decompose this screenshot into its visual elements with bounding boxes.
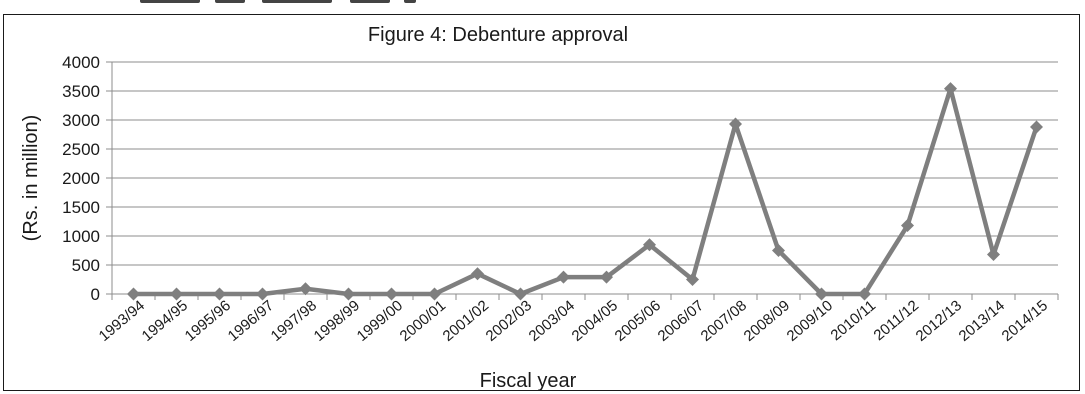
data-point-marker (213, 287, 226, 301)
y-tick-label: 3500 (62, 82, 100, 101)
x-tick-label: 1994/95 (139, 297, 191, 345)
y-tick-label: 1000 (62, 227, 100, 246)
x-tick-label: 2007/08 (698, 297, 750, 345)
x-tick-label: 2012/13 (913, 297, 965, 345)
data-point-marker (815, 287, 828, 301)
data-point-marker (987, 248, 1000, 262)
data-point-marker (342, 287, 355, 301)
data-point-marker (385, 287, 398, 301)
data-point-marker (471, 267, 484, 281)
x-tick-label: 2000/01 (397, 297, 449, 345)
data-point-marker (428, 287, 441, 301)
x-tick-label: 2014/15 (999, 297, 1051, 345)
x-axis-title: Fiscal year (480, 370, 577, 392)
series-line (131, 86, 1039, 297)
data-point-marker (299, 282, 312, 296)
x-axis-ticks: 1993/941994/951995/961996/971997/981998/… (96, 297, 1051, 345)
data-point-marker (901, 219, 914, 233)
x-tick-label: 2006/07 (655, 297, 707, 345)
x-tick-label: 1998/99 (311, 297, 363, 345)
y-tick-label: 3000 (62, 111, 100, 130)
series-group (127, 82, 1043, 301)
x-tick-label: 2005/06 (612, 297, 664, 345)
y-tick-label: 1500 (62, 198, 100, 217)
data-point-marker (514, 287, 527, 301)
x-axis (111, 62, 1059, 300)
x-tick-label: 1993/94 (96, 297, 148, 345)
data-point-marker (170, 287, 183, 301)
x-tick-label: 2008/09 (741, 297, 793, 345)
cropped-top-edge (0, 0, 1085, 6)
gridlines (106, 61, 1058, 295)
chart-title: Figure 4: Debenture approval (368, 24, 628, 46)
y-tick-label: 2500 (62, 140, 100, 159)
x-tick-label: 2009/10 (784, 297, 836, 345)
chart-frame (3, 14, 1080, 391)
x-tick-label: 2004/05 (569, 297, 621, 345)
y-tick-label: 500 (72, 256, 100, 275)
data-point-marker (557, 270, 570, 284)
x-tick-label: 2010/11 (827, 297, 879, 344)
y-axis-ticks: 0 500 1000 1500 2000 2500 3000 3500 4000 (62, 53, 100, 304)
x-tick-label: 2011/12 (870, 297, 922, 344)
x-tick-label: 1995/96 (182, 297, 234, 345)
x-tick-label: 1999/00 (354, 297, 406, 345)
data-point-marker (729, 117, 742, 131)
data-point-marker (858, 287, 871, 301)
data-point-marker (944, 82, 957, 96)
x-tick-label: 1996/97 (225, 297, 277, 345)
data-point-marker (600, 270, 613, 284)
y-tick-label: 0 (91, 285, 100, 304)
data-point-marker (1030, 120, 1043, 134)
x-tick-label: 2001/02 (440, 297, 492, 345)
data-point-marker (256, 287, 269, 301)
x-tick-label: 2013/14 (956, 297, 1008, 345)
x-tick-label: 2003/04 (526, 297, 578, 345)
x-tick-label: 2002/03 (483, 297, 535, 345)
data-point-marker (772, 244, 785, 257)
y-tick-label: 2000 (62, 169, 100, 188)
data-point-marker (686, 273, 699, 286)
data-point-marker (643, 238, 656, 252)
y-axis-title: (Rs. in million) (20, 115, 42, 242)
y-tick-label: 4000 (62, 53, 100, 72)
data-point-marker (127, 287, 140, 301)
x-tick-label: 1997/98 (268, 297, 320, 345)
